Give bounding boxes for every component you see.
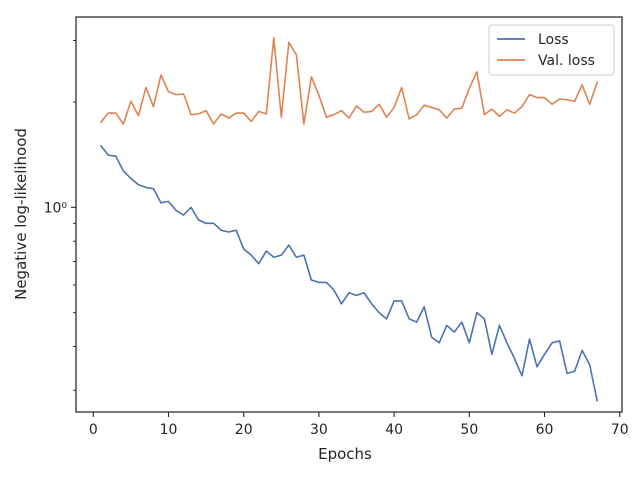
x-tick-label: 30: [310, 422, 328, 438]
x-axis: 0 10 20 30 40 50 60 70: [89, 412, 629, 438]
legend: Loss Val. loss: [488, 24, 615, 76]
x-tick-label: 50: [460, 422, 478, 438]
legend-label-loss: Loss: [538, 32, 569, 48]
x-axis-label: Epochs: [318, 445, 372, 463]
x-tick-label: 0: [89, 422, 98, 438]
legend-box: [488, 24, 615, 76]
x-tick-label: 10: [160, 422, 178, 438]
y-axis: 10⁰: [44, 39, 76, 391]
y-tick-label: 10⁰: [44, 200, 68, 216]
x-tick-label: 40: [385, 422, 403, 438]
x-tick-label: 60: [536, 422, 554, 438]
plot-frame: [75, 16, 623, 413]
y-axis-label: Negative log-likelihood: [12, 128, 30, 300]
x-tick-label: 20: [235, 422, 253, 438]
series-line-val-loss: [100, 37, 598, 125]
series-line-loss: [100, 144, 598, 402]
x-tick-label: 70: [611, 422, 629, 438]
legend-label-val-loss: Val. loss: [538, 53, 595, 69]
series-layer: [100, 37, 598, 402]
